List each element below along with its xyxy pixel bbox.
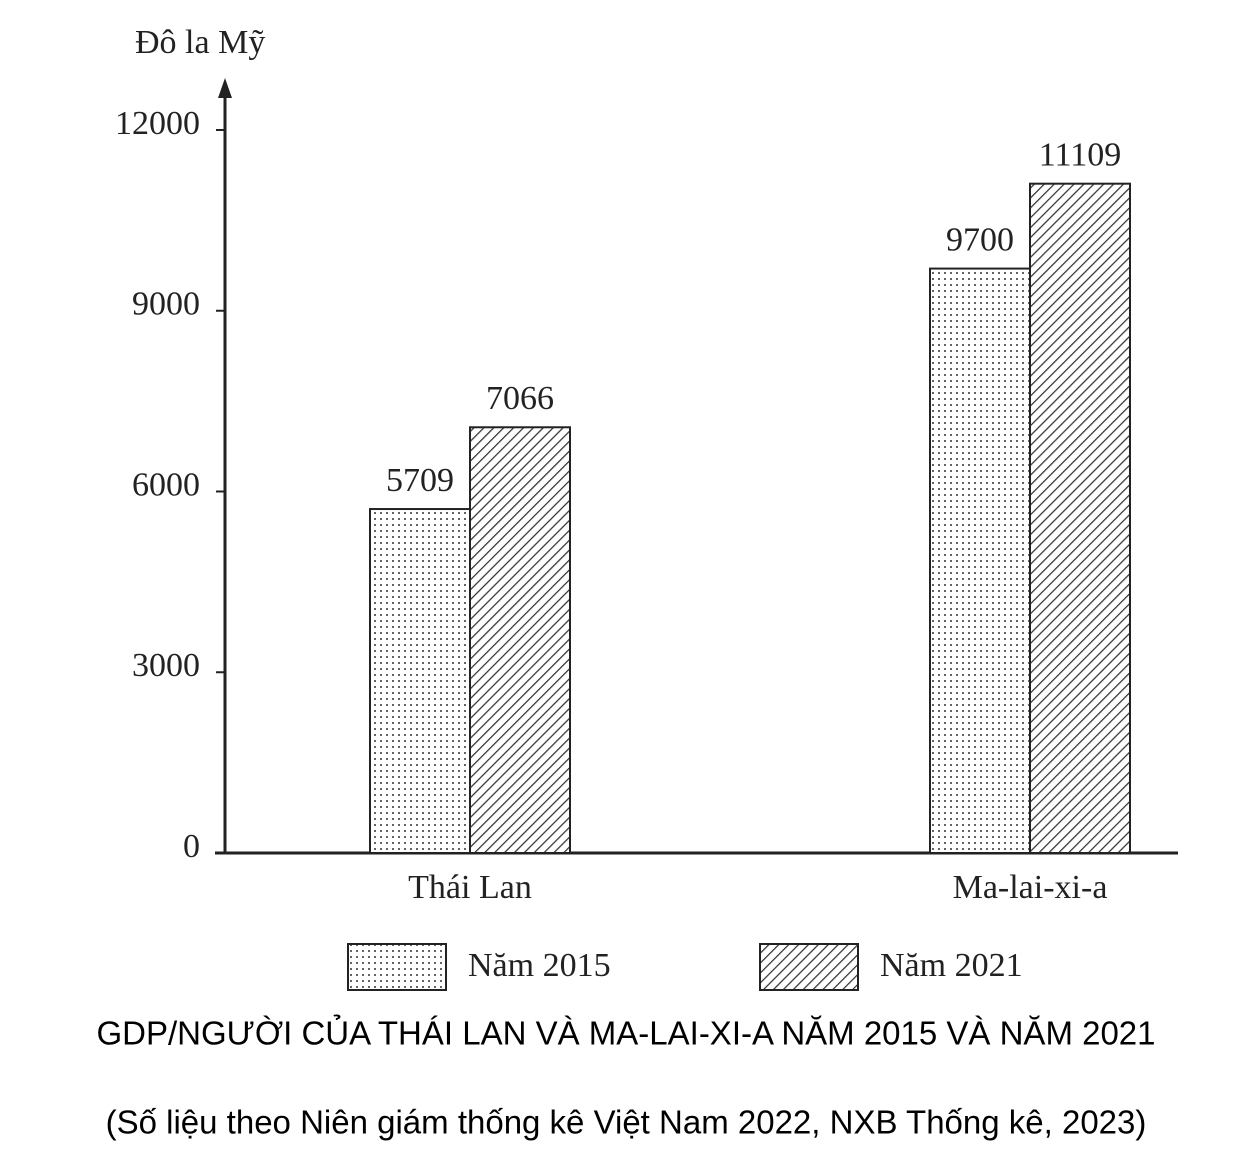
legend-swatch — [759, 943, 859, 991]
legend-label: Năm 2015 — [468, 947, 611, 984]
y-axis-label: Đô la Mỹ — [135, 24, 265, 61]
bar — [1029, 182, 1131, 855]
value-label: 11109 — [1039, 136, 1121, 173]
y-tick-label: 3000 — [132, 647, 200, 684]
x-tick-label: Thái Lan — [408, 869, 532, 906]
value-label: 9700 — [946, 221, 1014, 258]
y-axis-arrow — [218, 78, 232, 98]
legend-label: Năm 2021 — [880, 947, 1023, 984]
chart-subtitle: (Số liệu theo Niên giám thống kê Việt Na… — [106, 1104, 1147, 1141]
y-tick-label: 12000 — [115, 105, 200, 142]
x-tick-label: Ma-lai-xi-a — [953, 869, 1108, 906]
y-tick-label: 9000 — [132, 286, 200, 323]
bar — [369, 508, 471, 854]
legend-swatch — [347, 943, 447, 991]
chart-title: GDP/NGƯỜI CỦA THÁI LAN VÀ MA-LAI-XI-A NĂ… — [96, 1015, 1155, 1052]
bar — [469, 426, 571, 854]
bar — [929, 267, 1031, 854]
y-tick-label: 6000 — [132, 466, 200, 503]
value-label: 7066 — [486, 380, 554, 417]
value-label: 5709 — [386, 462, 454, 499]
y-tick-label: 0 — [183, 828, 200, 865]
